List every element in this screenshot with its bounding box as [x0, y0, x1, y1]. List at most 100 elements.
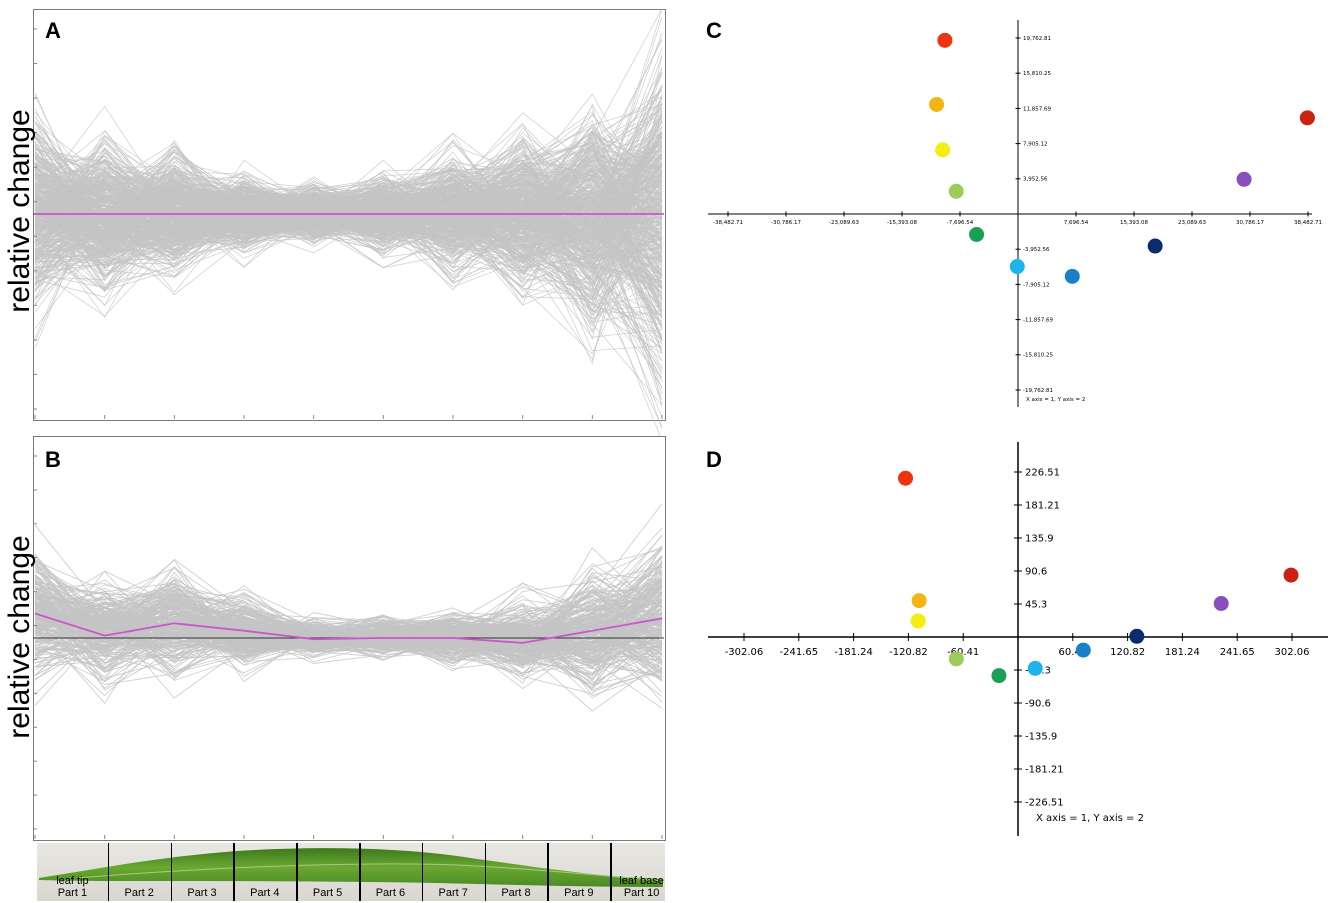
- profile-line: [34, 598, 663, 681]
- d-scatter-point: [911, 593, 927, 609]
- panel-d-plot: -302.06 -241.65 -181.24 -120.82 -60.41 60.41 1…: [708, 442, 1328, 836]
- d-y-tick-label: -226.51: [1025, 798, 1064, 809]
- d-y-tick-label: -135.9: [1025, 731, 1057, 742]
- profile-line: [34, 120, 663, 249]
- c-scatter-point: [1236, 171, 1252, 187]
- d-x-tick-label: 302.06: [1275, 647, 1310, 658]
- c-x-tick-label: 38,482.71: [1294, 220, 1322, 226]
- profile-line: [34, 161, 663, 266]
- panel-a-label: A: [45, 18, 61, 43]
- leaf-part-divider: [484, 843, 487, 901]
- c-scatter-point: [935, 142, 951, 158]
- c-axis-annotation: X axis = 1, Y axis = 2: [1026, 397, 1085, 403]
- c-x-tick-label: 23,089.63: [1178, 220, 1206, 226]
- leaf-part-label: Part 2: [108, 887, 171, 899]
- profile-line: [34, 601, 663, 664]
- d-scatter-point: [948, 651, 964, 667]
- c-y-tick-label: -15,810.25: [1023, 353, 1053, 359]
- d-scatter-point: [1027, 660, 1043, 676]
- leaf-part-divider: [547, 843, 549, 901]
- profile-line: [34, 566, 663, 677]
- profile-line: [34, 588, 663, 672]
- d-x-tick-label: 120.82: [1110, 647, 1145, 658]
- d-x-tick-label: 181.24: [1165, 647, 1200, 658]
- d-x-tick-label: 241.65: [1220, 647, 1255, 658]
- c-scatter-point: [1299, 110, 1315, 126]
- leaf-part-divider: [296, 843, 298, 901]
- a-profile-lines: [34, 8, 663, 441]
- d-x-tick-label: -241.65: [779, 647, 818, 658]
- panel-c-label: C: [706, 18, 722, 43]
- profile-line: [34, 569, 663, 646]
- profile-line: [34, 595, 663, 659]
- c-x-tick-label: 30,786.17: [1236, 220, 1264, 226]
- c-y-tick-label: -19,762.81: [1023, 388, 1053, 394]
- d-scatter-point: [1075, 642, 1091, 658]
- leaf-part-label: Part 3: [171, 887, 234, 899]
- leaf-part-name: Part 6: [375, 887, 406, 899]
- profile-line: [34, 130, 663, 278]
- profile-line: [34, 202, 663, 283]
- c-y-tick-label: 7,905.12: [1023, 142, 1048, 148]
- leaf-part-divider: [233, 843, 235, 901]
- c-scatter-point: [937, 32, 953, 48]
- panel-a-ylabel: relative change: [3, 109, 36, 313]
- c-scatter-point: [1064, 268, 1080, 284]
- leaf-image: [39, 848, 664, 887]
- panel-b-plot: [33, 455, 664, 839]
- leaf-part-label: Part 5: [296, 887, 359, 899]
- panel-b-label: B: [45, 447, 61, 472]
- profile-line: [34, 146, 663, 284]
- d-y-tick-label: -181.21: [1025, 765, 1064, 776]
- d-scatter-point: [991, 668, 1007, 684]
- c-x-tick-label: -7,696.54: [947, 220, 974, 226]
- profile-line: [34, 144, 663, 279]
- d-scatter-point: [1283, 567, 1299, 583]
- profile-line: [34, 146, 663, 261]
- d-y-tick-label: 181.21: [1025, 500, 1060, 511]
- leaf-part-name: Part 3: [187, 887, 217, 899]
- c-y-tick-label: 19,762.81: [1023, 36, 1051, 42]
- c-scatter-point: [1009, 259, 1025, 275]
- c-y-tick-label: 3,952.56: [1023, 177, 1048, 183]
- c-scatter-point: [969, 226, 985, 242]
- d-scatter-point: [1129, 628, 1145, 644]
- leaf-part-label: leaf tip Part 1: [37, 875, 108, 899]
- profile-line: [34, 167, 663, 270]
- d-x-tick-label: -120.82: [889, 647, 928, 658]
- leaf-part-name: Part 4: [250, 887, 280, 899]
- c-scatter-point: [1147, 238, 1163, 254]
- leaf-part-name: Part 10: [623, 887, 660, 899]
- profile-line: [34, 592, 663, 665]
- c-x-tick-label: -38,482.71: [713, 220, 743, 226]
- leaf-part-name: Part 2: [124, 887, 154, 899]
- profile-line: [34, 220, 663, 319]
- c-x-tick-label: -23,089.63: [829, 220, 859, 226]
- d-x-tick-label: -60.41: [947, 647, 979, 658]
- d-scatter-point: [910, 613, 926, 629]
- profile-line: [34, 182, 663, 342]
- b-profile-lines: [34, 503, 663, 712]
- c-scatter-point: [929, 96, 945, 112]
- leaf-midrib: [76, 863, 664, 882]
- d-y-tick-label: 135.9: [1025, 534, 1054, 545]
- leaf-part-name: Part 7: [438, 887, 468, 899]
- leaf-part-divider: [421, 843, 424, 901]
- d-scatter-point: [1213, 595, 1229, 611]
- leaf-part-label: Part 6: [359, 887, 422, 899]
- leaf-part-name: Part 9: [564, 887, 594, 899]
- d-y-tick-label: -90.6: [1025, 698, 1051, 709]
- leaf-part-divider: [359, 843, 361, 901]
- leaf-part-label: leaf base Part 10: [610, 875, 665, 899]
- leaf-part-label: Part 4: [233, 887, 296, 899]
- profile-line: [34, 165, 663, 277]
- c-y-tick-label: -7,905.12: [1023, 282, 1049, 288]
- leaf-part-label: Part 8: [485, 887, 548, 899]
- leaf-base-label: leaf base: [619, 875, 664, 887]
- profile-line: [34, 595, 663, 660]
- panel-a-plot: [33, 8, 664, 441]
- d-axis-annotation: X axis = 1, Y axis = 2: [1036, 813, 1144, 824]
- profile-line: [34, 149, 663, 319]
- leaf-part-name: Part 8: [501, 887, 531, 899]
- profile-line: [34, 201, 663, 289]
